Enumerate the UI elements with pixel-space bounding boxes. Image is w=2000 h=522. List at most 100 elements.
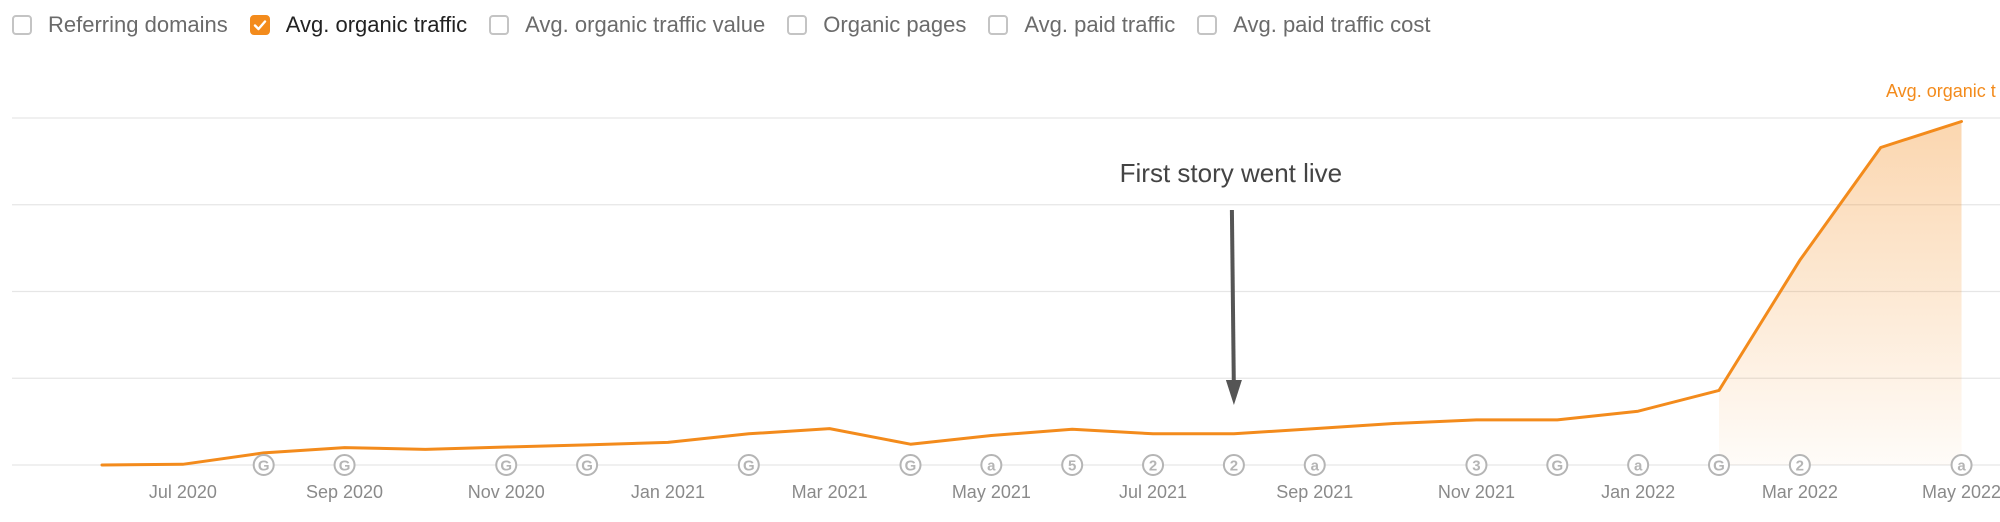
event-marker: G	[576, 454, 599, 476]
x-tick-label: Nov 2020	[468, 482, 545, 502]
event-marker-circle	[1142, 454, 1165, 476]
data-point	[585, 443, 589, 447]
event-marker-label: 3	[1472, 458, 1480, 475]
legend-item-avg-paid-traffic[interactable]: Avg. paid traffic	[988, 12, 1175, 38]
event-marker: G	[899, 454, 922, 476]
event-marker-circle	[1465, 454, 1488, 476]
event-marker-label: 2	[1796, 458, 1804, 475]
event-marker: G	[1708, 454, 1730, 476]
annotation-arrowhead	[1225, 380, 1242, 405]
event-marker: G	[737, 454, 760, 476]
legend-item-avg-paid-traffic-cost[interactable]: Avg. paid traffic cost	[1197, 12, 1431, 38]
event-marker-label: G	[581, 458, 593, 475]
data-point	[666, 440, 670, 444]
legend-label: Avg. paid traffic	[1024, 12, 1176, 37]
x-tick-label: May 2022	[1922, 482, 2000, 502]
event-marker: 2	[1788, 454, 1811, 476]
x-tick-label: Mar 2021	[792, 482, 868, 502]
data-point	[1636, 409, 1640, 413]
event-marker: G	[333, 454, 356, 476]
event-marker: 3	[1465, 454, 1488, 476]
checkbox-empty-icon[interactable]	[1197, 15, 1218, 35]
event-marker-label: G	[1551, 458, 1563, 475]
event-marker-circle	[737, 454, 760, 476]
x-tick-label: Mar 2022	[1762, 482, 1838, 502]
event-marker-circle	[1546, 454, 1569, 476]
x-tick-label: Jul 2021	[1119, 482, 1187, 502]
checkbox-empty-icon[interactable]	[12, 15, 32, 35]
legend-label: Referring domains	[48, 12, 228, 37]
checkbox-empty-icon[interactable]	[489, 15, 510, 35]
legend-label: Organic pages	[823, 12, 967, 37]
event-marker-circle	[1788, 454, 1811, 476]
event-marker-circle	[252, 454, 275, 476]
legend-item-organic-pages[interactable]: Organic pages	[787, 12, 966, 38]
event-marker: a	[1303, 454, 1326, 476]
series-line	[100, 120, 1963, 467]
data-point	[1151, 432, 1155, 436]
data-point	[909, 442, 913, 446]
legend-label: Avg. paid traffic cost	[1233, 12, 1431, 37]
event-marker: a	[1950, 454, 1973, 476]
event-marker-label: 2	[1230, 458, 1238, 475]
event-marker-circle	[1303, 454, 1326, 476]
x-tick-label: Jan 2022	[1601, 482, 1675, 502]
event-marker-circle	[980, 454, 1003, 476]
checkbox-checked-icon[interactable]	[249, 15, 270, 35]
x-tick-label: May 2021	[952, 482, 1031, 502]
event-marker-circle	[333, 454, 356, 476]
legend-label: Avg. organic traffic value	[525, 12, 766, 37]
event-marker-circle	[1708, 454, 1730, 476]
annotation-text: First story went live	[1120, 158, 1343, 188]
data-point	[828, 427, 832, 431]
data-point	[181, 462, 185, 466]
event-marker-label: a	[1634, 458, 1643, 475]
event-marker-circle	[1061, 454, 1084, 476]
data-point	[747, 432, 751, 436]
x-tick-label: Nov 2021	[1438, 482, 1515, 502]
event-marker-circle	[576, 454, 599, 476]
legend-label: Avg. organic traffic	[285, 12, 468, 37]
data-point	[343, 446, 347, 450]
data-point	[1313, 427, 1317, 431]
legend-item-avg-organic-traffic[interactable]: Avg. organic traffic	[249, 12, 468, 38]
x-tick-label: Jan 2021	[631, 482, 705, 502]
data-point	[100, 463, 104, 467]
event-marker: G	[252, 454, 275, 476]
data-point	[1960, 119, 1964, 123]
event-marker-label: a	[1311, 458, 1320, 475]
metric-legend: Referring domains Avg. organic traffic Avg…	[12, 10, 1453, 40]
event-marker-circle	[1222, 454, 1245, 476]
event-marker-label: G	[500, 458, 512, 475]
event-marker-label: G	[905, 458, 917, 475]
data-point	[1474, 418, 1478, 422]
checkbox-empty-icon[interactable]	[988, 15, 1009, 35]
event-marker-label: 5	[1068, 458, 1076, 475]
legend-item-referring-domains[interactable]: Referring domains	[12, 12, 228, 38]
data-point	[1070, 427, 1074, 431]
series-area-fill	[1719, 121, 1962, 465]
event-marker: a	[1627, 454, 1650, 476]
series-label: Avg. organic t	[1886, 81, 1996, 101]
event-marker-label: a	[1957, 458, 1966, 475]
event-marker: G	[1546, 454, 1569, 476]
checkbox-empty-icon[interactable]	[787, 15, 808, 35]
event-marker: G	[495, 454, 518, 476]
event-marker: 2	[1222, 454, 1245, 476]
event-marker-label: G	[339, 458, 351, 475]
x-tick-label: Sep 2020	[306, 482, 383, 502]
event-marker-label: G	[258, 458, 270, 475]
event-marker-circle	[1627, 454, 1650, 476]
data-point	[989, 434, 993, 438]
event-marker-label: G	[743, 458, 755, 475]
event-marker-label: G	[1713, 458, 1725, 475]
data-point	[1798, 258, 1802, 262]
data-point	[1555, 418, 1559, 422]
annotation-arrow	[1228, 209, 1239, 397]
event-marker-circle	[495, 454, 518, 476]
event-marker: 2	[1142, 454, 1165, 476]
event-marker-label: a	[987, 458, 996, 475]
event-marker-circle	[899, 454, 922, 476]
legend-item-avg-organic-traffic-value[interactable]: Avg. organic traffic value	[489, 12, 765, 38]
